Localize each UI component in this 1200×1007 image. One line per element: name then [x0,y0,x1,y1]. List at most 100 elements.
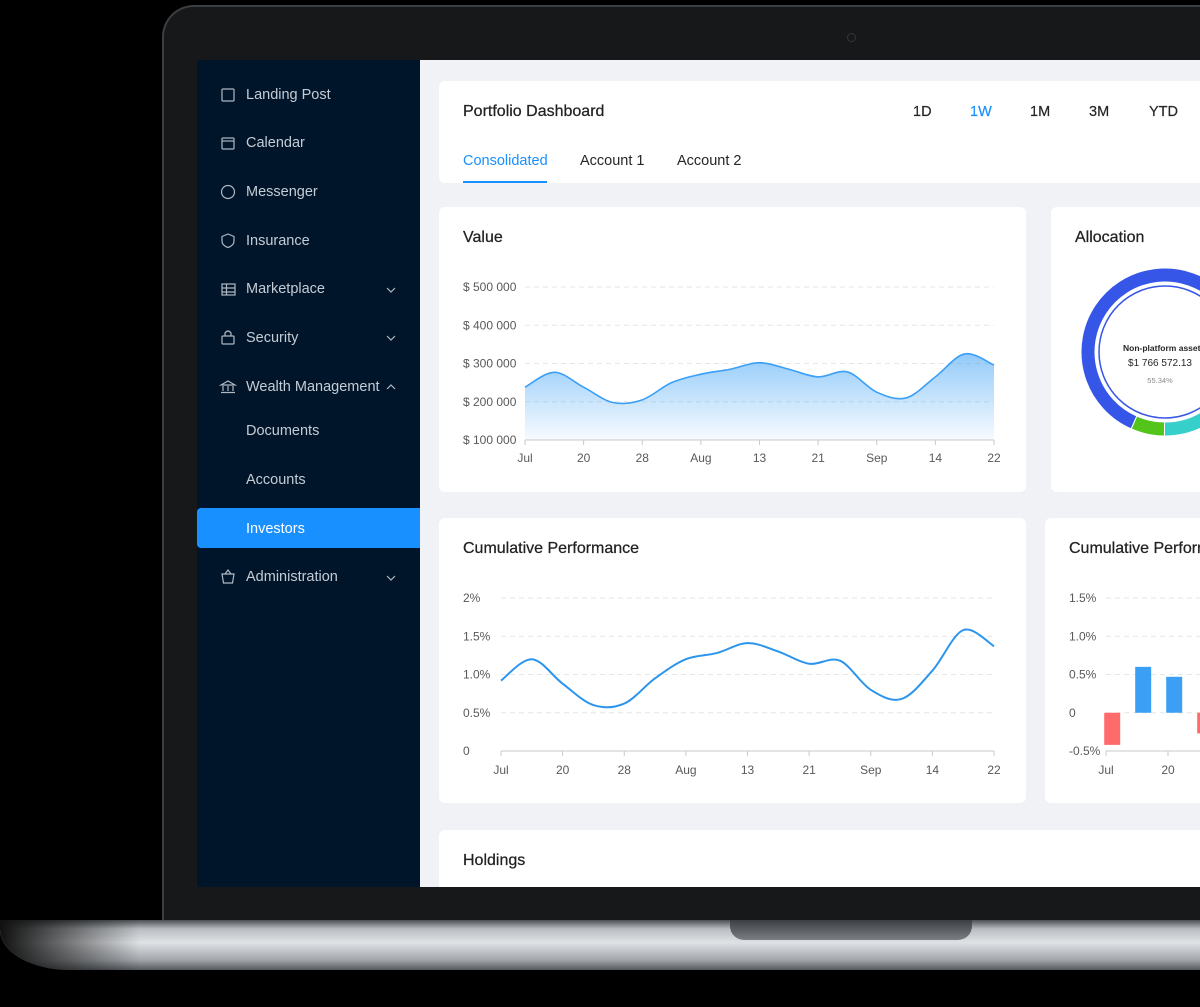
x-tick-label: 21 [811,451,825,465]
x-tick-label: 20 [1161,763,1175,777]
icon [220,184,236,200]
bar [1197,712,1200,734]
tab-underline [463,181,547,183]
holdings-card: Holdings [439,830,1200,887]
laptop-notch [730,920,972,940]
icon [221,569,235,584]
y-tick-label: $ 500 000 [463,280,517,294]
x-tick-label: Jul [1098,763,1113,777]
header-card [439,81,1200,183]
charts: $ 100 000 $ 200 000 $ 300 000 $ 400 000 $ 50… [463,267,1200,777]
y-tick-label: $ 100 000 [463,433,517,447]
icon [221,88,235,102]
bar [1166,676,1183,713]
nav-item[interactable]: Security [246,330,299,346]
y-tick-label: $ 300 000 [463,357,517,371]
x-tick-label: 22 [987,763,1001,777]
donut-center-share: 55.34% [1147,376,1173,385]
y-tick-label: $ 400 000 [463,318,517,332]
sidebar [197,60,420,887]
y-tick-label: 1.5% [463,629,491,643]
icon [222,284,235,295]
bar [1135,666,1152,713]
nav-item[interactable]: Marketplace [246,281,325,297]
chevron [386,575,396,581]
tab[interactable]: Account 2 [677,153,742,169]
card-title: Cumulative Performance [1069,540,1200,557]
performance-bar-card: Cumulative Performance [1045,518,1200,803]
icon [224,330,232,336]
range-button[interactable]: YTD [1149,104,1178,120]
area-fill [525,353,994,440]
x-tick-label: 14 [926,763,940,777]
card-title: Value [463,229,503,246]
tab[interactable]: Account 1 [580,153,645,169]
x-tick-label: Aug [690,451,711,465]
y-tick-label: $ 200 000 [463,395,517,409]
icon [221,233,235,249]
active-item-bg [197,508,420,548]
y-tick-label: 1.5% [1069,591,1097,605]
chevron [386,384,396,390]
card-title: Cumulative Performance [463,540,640,557]
card-title: Holdings [463,852,526,869]
allocation-card: Allocation [1051,207,1200,492]
x-tick-label: Aug [675,763,696,777]
x-tick-label: Jul [493,763,508,777]
donut-center-amount: $1 766 572.13 [1128,358,1192,369]
range-button[interactable]: 1D [913,104,932,120]
camera [847,33,856,42]
y-tick-label: 2% [463,591,481,605]
bar [1104,712,1121,745]
nav-subitem[interactable]: Accounts [246,472,306,488]
x-tick-label: 28 [636,451,650,465]
nav-item[interactable]: Landing Post [246,87,331,103]
laptop-base-shade [0,920,140,970]
x-tick-label: 21 [802,763,816,777]
line [500,628,995,709]
tab[interactable]: Consolidated [463,153,548,169]
nav-item[interactable]: Wealth Management [246,379,380,395]
x-tick-label: 20 [577,451,591,465]
donut-center-label: Non-platform assets [1123,343,1200,353]
nav-subitem[interactable]: Documents [246,423,320,439]
chevron [386,335,396,341]
page-title: Portfolio Dashboard [463,103,605,120]
x-tick-label: 13 [753,451,767,465]
x-tick-label: Jul [517,451,532,465]
area-line [524,352,995,405]
y-tick-label: 0.5% [463,706,491,720]
x-tick-label: Sep [866,451,888,465]
icon [221,283,236,296]
donut-inner-ring [1098,285,1200,419]
x-tick-label: 13 [741,763,755,777]
nav-subitem-active[interactable]: Investors [246,521,305,537]
x-tick-label: 22 [987,451,1001,465]
x-tick-label: 14 [929,451,943,465]
range-button[interactable]: 3M [1089,104,1110,120]
sidebar-icons [218,88,396,584]
range-button[interactable]: 1W [970,104,992,120]
value-card: Value [439,207,1026,492]
x-tick-label: 20 [556,763,570,777]
y-tick-label: 1.0% [463,668,491,682]
nav-item[interactable]: Calendar [246,135,305,151]
icon [221,335,235,345]
card-title: Allocation [1075,229,1145,246]
donut-slice [1080,267,1200,430]
y-tick-label: 0 [463,744,470,758]
chevron [386,287,396,293]
donut-slice [1130,415,1166,437]
y-tick-label: 0.5% [1069,668,1097,682]
nav-item[interactable]: Messenger [246,184,318,200]
icon [221,137,235,150]
icon [218,380,238,394]
y-tick-label: 0 [1069,706,1076,720]
laptop-base [0,920,1200,970]
y-tick-label: -0.5% [1069,744,1101,758]
x-tick-label: Sep [860,763,882,777]
nav-item[interactable]: Insurance [246,233,310,249]
range-button[interactable]: 1M [1030,104,1051,120]
nav-item[interactable]: Administration [246,569,338,585]
